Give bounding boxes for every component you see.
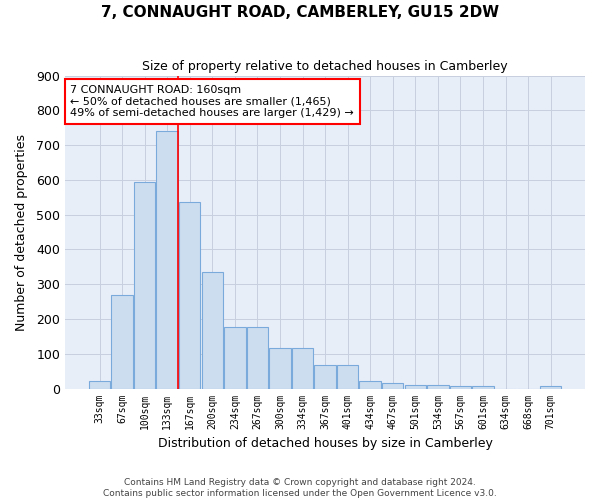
Bar [314,365,336,388]
Bar [247,326,268,388]
Bar [450,386,471,388]
Bar [112,294,133,388]
Bar [337,365,358,388]
Y-axis label: Number of detached properties: Number of detached properties [15,134,28,330]
Title: Size of property relative to detached houses in Camberley: Size of property relative to detached ho… [142,60,508,73]
Bar [157,131,178,388]
Bar [134,182,155,388]
X-axis label: Distribution of detached houses by size in Camberley: Distribution of detached houses by size … [158,437,493,450]
Bar [359,381,381,388]
Bar [224,326,245,388]
Bar [89,381,110,388]
Bar [382,384,403,388]
Bar [427,385,449,388]
Bar [179,202,200,388]
Bar [540,386,562,388]
Text: 7 CONNAUGHT ROAD: 160sqm
← 50% of detached houses are smaller (1,465)
49% of sem: 7 CONNAUGHT ROAD: 160sqm ← 50% of detach… [70,85,354,118]
Bar [292,348,313,389]
Bar [404,385,426,388]
Bar [472,386,494,388]
Bar [269,348,290,389]
Text: 7, CONNAUGHT ROAD, CAMBERLEY, GU15 2DW: 7, CONNAUGHT ROAD, CAMBERLEY, GU15 2DW [101,5,499,20]
Bar [202,272,223,388]
Text: Contains HM Land Registry data © Crown copyright and database right 2024.
Contai: Contains HM Land Registry data © Crown c… [103,478,497,498]
